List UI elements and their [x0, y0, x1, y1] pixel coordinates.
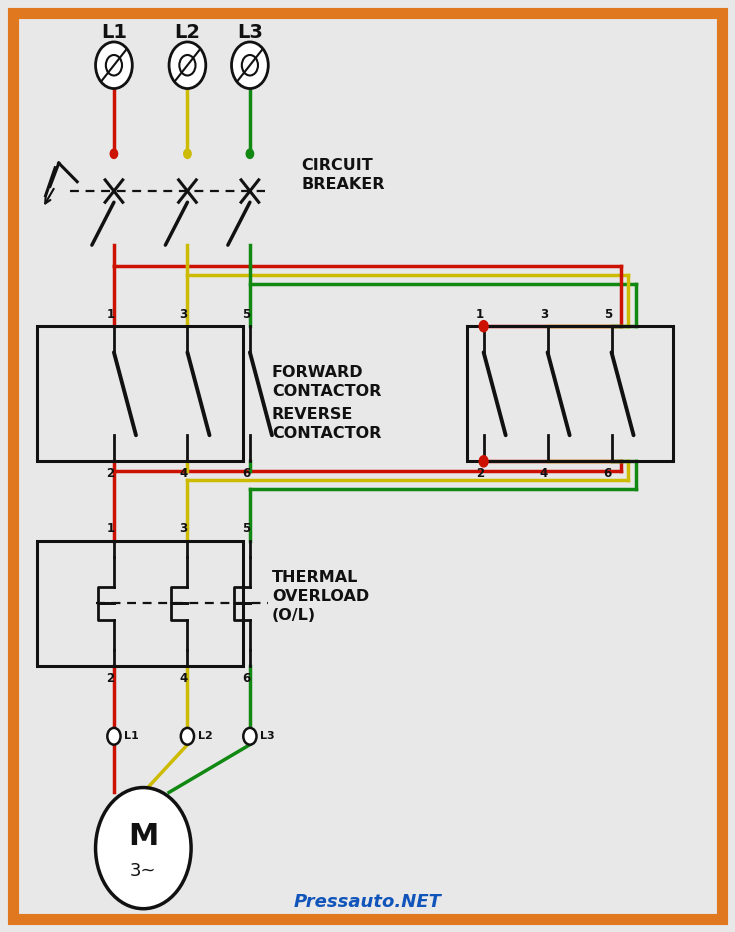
Text: 4: 4: [539, 467, 548, 480]
Text: L2: L2: [198, 732, 212, 741]
Circle shape: [96, 42, 132, 89]
Circle shape: [479, 321, 488, 332]
Text: 5: 5: [603, 308, 612, 321]
Text: L3: L3: [237, 23, 263, 42]
Text: 1: 1: [106, 308, 115, 321]
Circle shape: [96, 788, 191, 909]
Circle shape: [181, 728, 194, 745]
Circle shape: [184, 149, 191, 158]
Text: CIRCUIT
BREAKER: CIRCUIT BREAKER: [301, 158, 385, 192]
Text: 5: 5: [242, 522, 251, 535]
Text: 6: 6: [242, 467, 251, 480]
Text: 3: 3: [179, 308, 188, 321]
Text: 1: 1: [106, 522, 115, 535]
Text: M: M: [128, 822, 159, 852]
Text: L1: L1: [124, 732, 139, 741]
Text: L1: L1: [101, 23, 127, 42]
Text: Pressauto.NET: Pressauto.NET: [293, 894, 442, 911]
Circle shape: [479, 456, 488, 467]
Text: FORWARD
CONTACTOR: FORWARD CONTACTOR: [272, 365, 381, 399]
Circle shape: [243, 728, 257, 745]
Text: 4: 4: [179, 467, 188, 480]
Text: 6: 6: [242, 672, 251, 685]
Text: 2: 2: [476, 467, 484, 480]
Text: 5: 5: [242, 308, 251, 321]
Text: 4: 4: [179, 672, 188, 685]
Text: 6: 6: [603, 467, 612, 480]
Circle shape: [110, 149, 118, 158]
Text: 3: 3: [539, 308, 548, 321]
Circle shape: [246, 149, 254, 158]
Text: THERMAL
OVERLOAD
(O/L): THERMAL OVERLOAD (O/L): [272, 570, 369, 623]
Text: REVERSE
CONTACTOR: REVERSE CONTACTOR: [272, 407, 381, 441]
Circle shape: [107, 728, 121, 745]
Text: L2: L2: [174, 23, 201, 42]
Text: 1: 1: [476, 308, 484, 321]
Text: 2: 2: [106, 467, 115, 480]
Text: 2: 2: [106, 672, 115, 685]
Circle shape: [232, 42, 268, 89]
Text: 3: 3: [179, 522, 188, 535]
Circle shape: [169, 42, 206, 89]
Text: 3~: 3~: [130, 862, 157, 881]
Text: L3: L3: [260, 732, 275, 741]
